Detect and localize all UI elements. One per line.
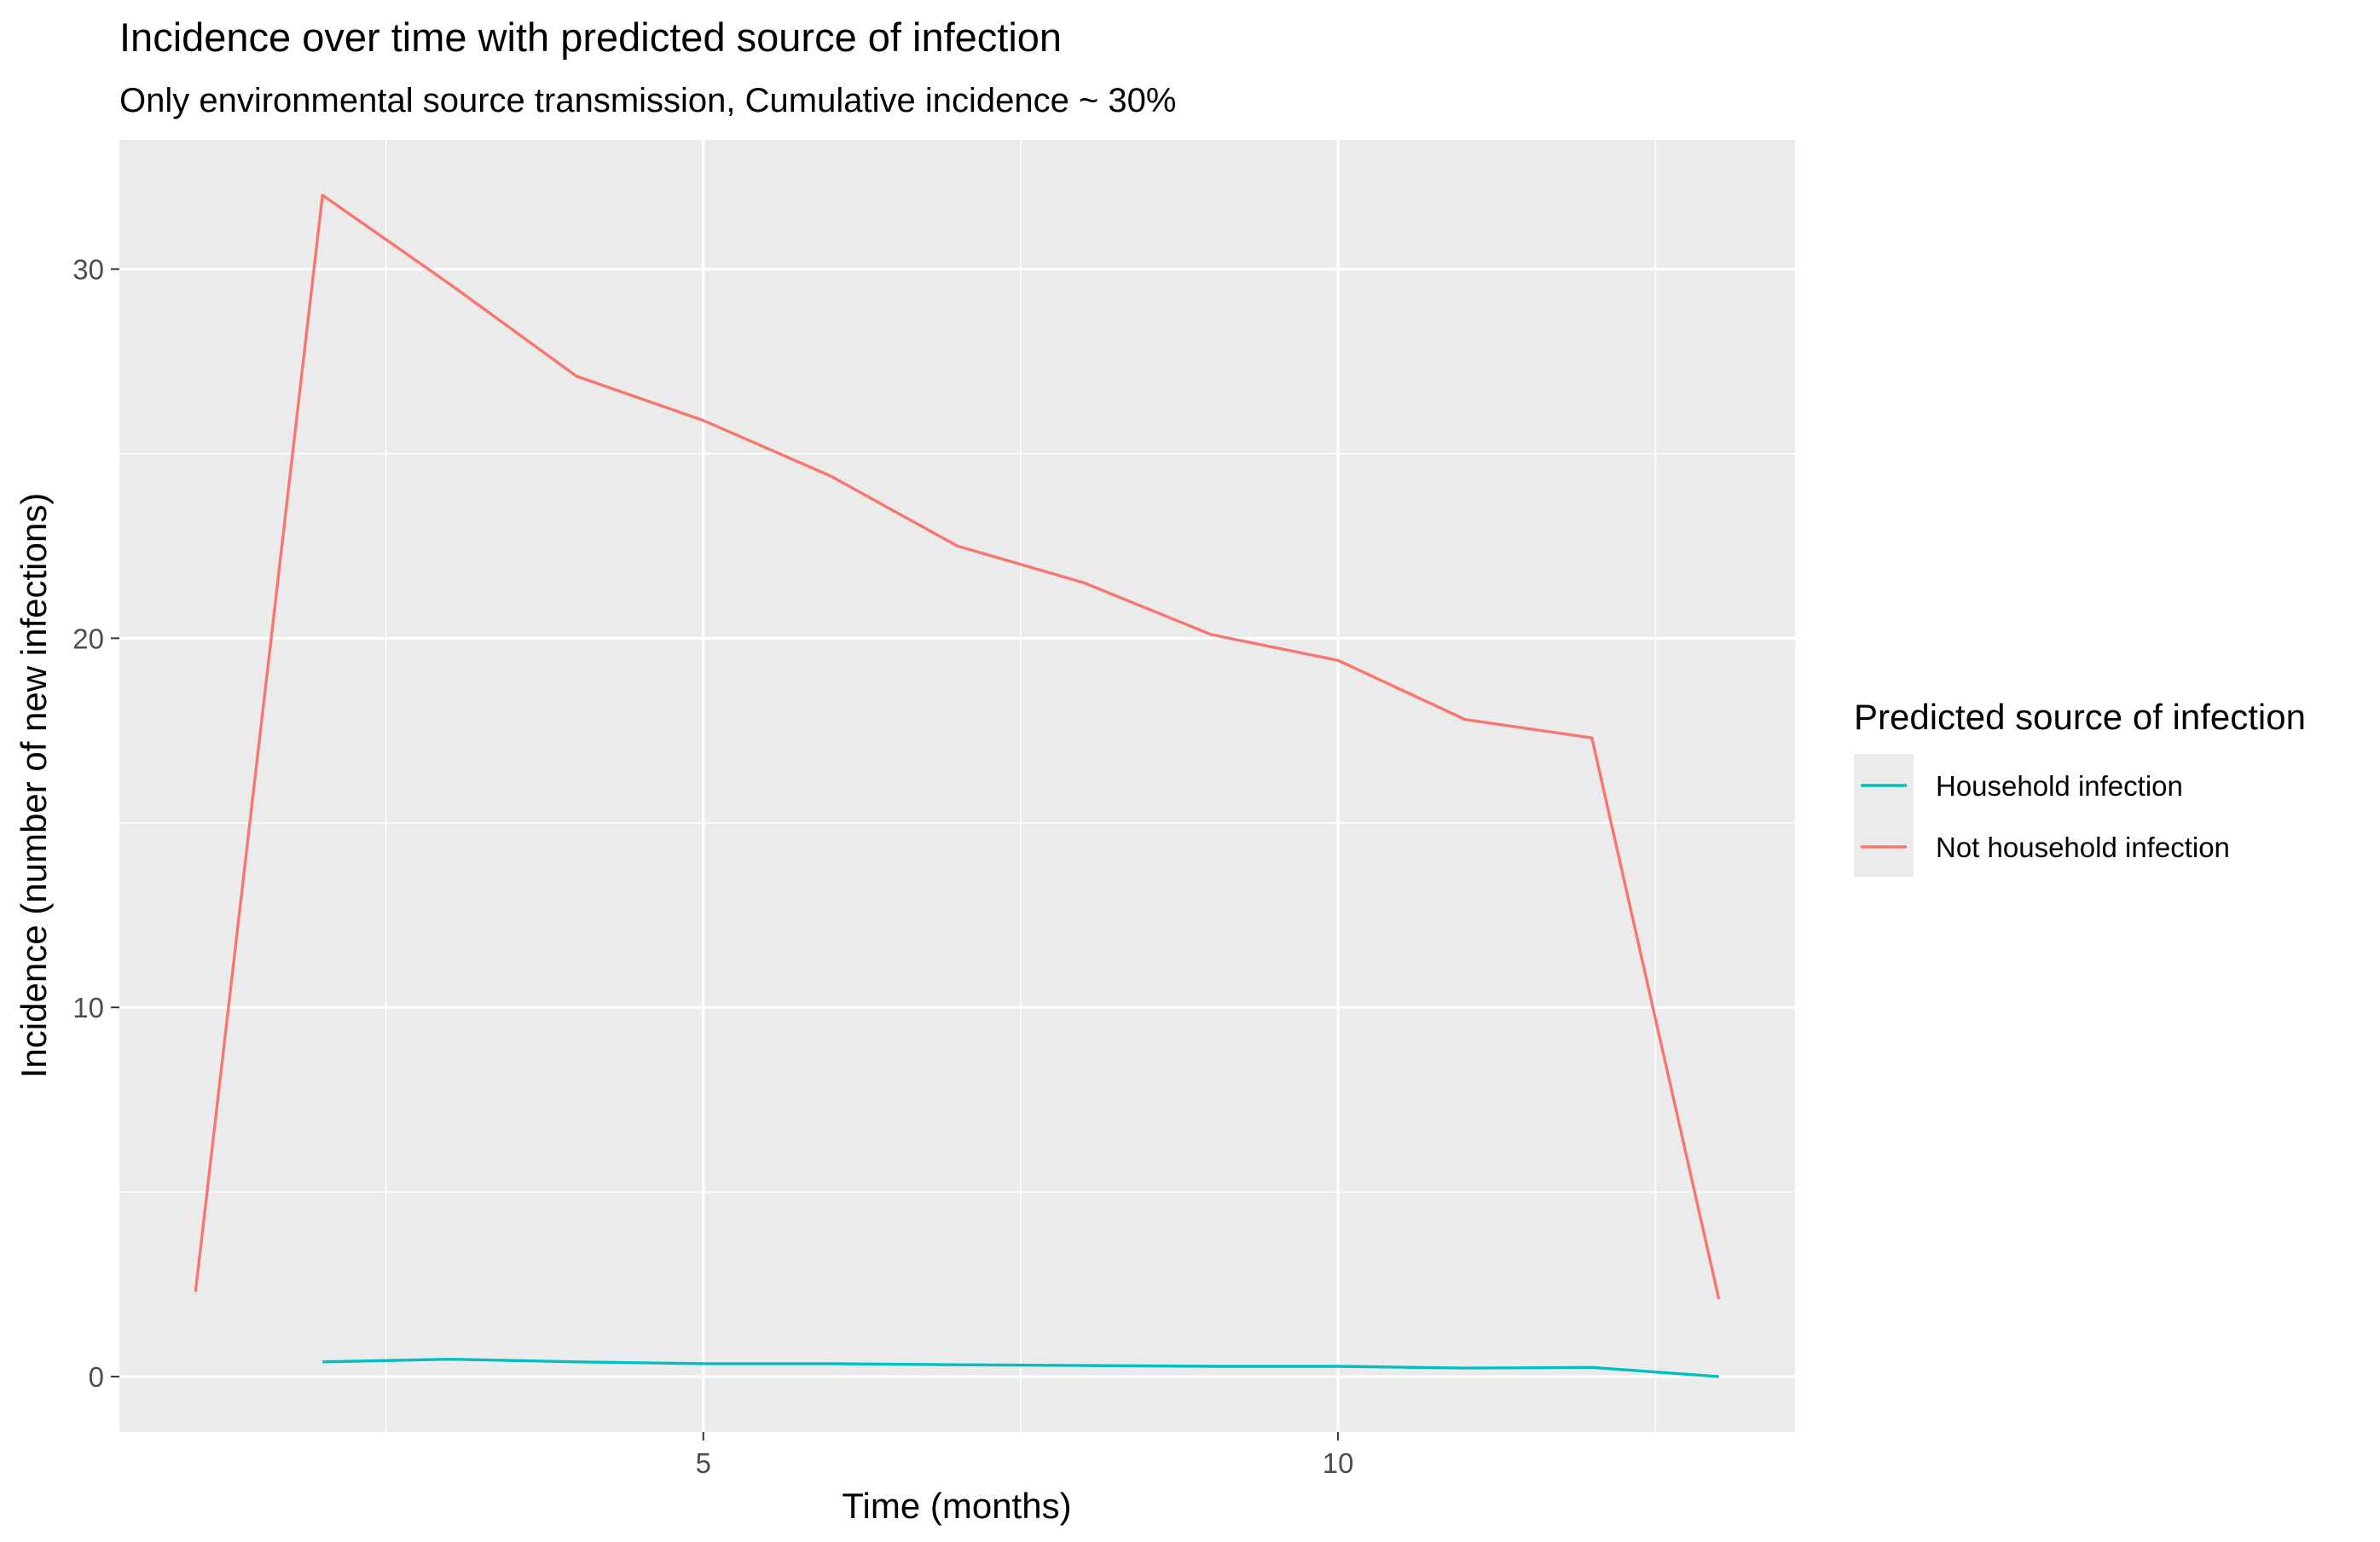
- series-lines: [194, 194, 1721, 1378]
- chart-title: Incidence over time with predicted sourc…: [119, 14, 1062, 60]
- y-axis: 0 10 20 30: [72, 254, 119, 1393]
- y-tick-label: 30: [72, 254, 104, 286]
- major-gridlines: [119, 140, 1795, 1432]
- legend: Predicted source of infection Household …: [1854, 697, 2306, 877]
- y-axis-title: Incidence (number of new infections): [14, 493, 54, 1078]
- series-line-household-infection: [322, 1357, 1719, 1378]
- x-axis-title: Time (months): [842, 1486, 1071, 1526]
- legend-key-background: [1854, 754, 1914, 877]
- series-line-not-household-infection: [194, 194, 1721, 1300]
- x-axis: 5 10: [696, 1432, 1354, 1479]
- x-tick-label: 5: [696, 1447, 711, 1479]
- chart-subtitle: Only environmental source transmission, …: [119, 82, 1176, 119]
- legend-label: Not household infection: [1936, 832, 2230, 863]
- y-tick-label: 10: [72, 992, 104, 1023]
- legend-label: Household infection: [1936, 770, 2183, 802]
- y-tick-label: 20: [72, 623, 104, 654]
- plot-panel: [119, 140, 1795, 1432]
- minor-gridlines: [119, 140, 1795, 1432]
- y-tick-label: 0: [89, 1361, 104, 1393]
- x-tick-label: 10: [1323, 1447, 1354, 1479]
- legend-title: Predicted source of infection: [1854, 697, 2306, 737]
